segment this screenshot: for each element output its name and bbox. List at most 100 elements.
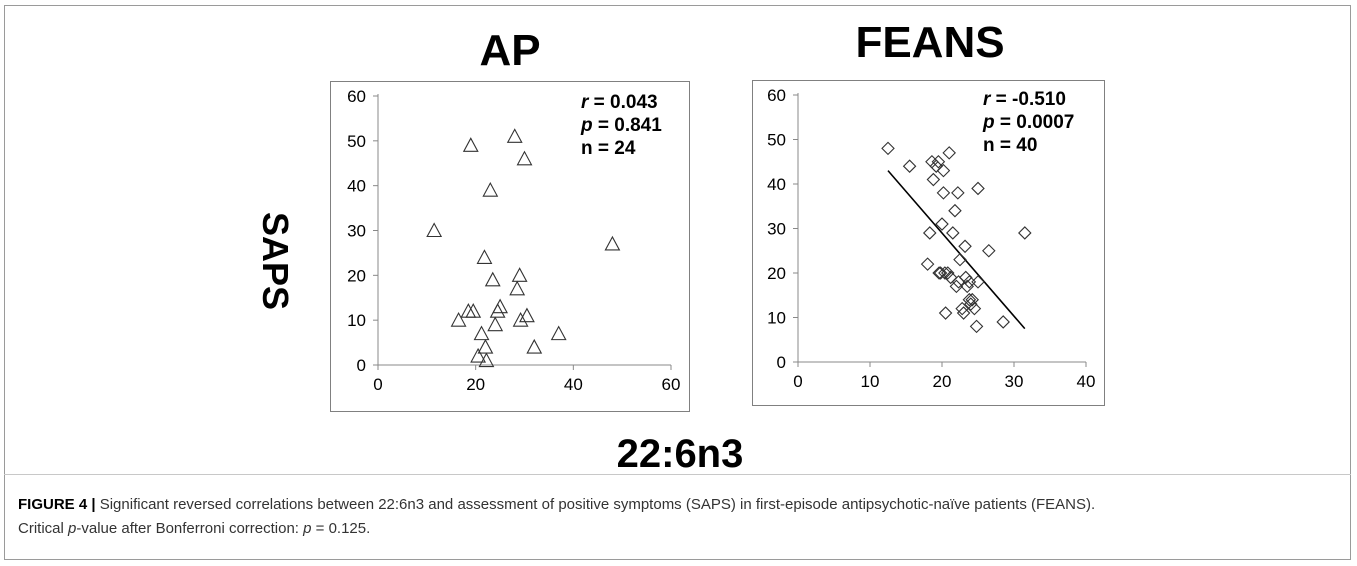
figure-caption: FIGURE 4 | Significant reversed correlat… — [18, 493, 1338, 541]
feans-r-stat-value: = -0.510 — [990, 89, 1066, 110]
ap-n-stat-value: n = 24 — [581, 138, 636, 159]
feans-trendline — [887, 170, 1026, 330]
ap-y-tick-label: 40 — [347, 177, 366, 196]
feans-data-point — [920, 257, 935, 271]
figure-frame — [4, 5, 1351, 560]
feans-data-point — [958, 239, 972, 254]
panel-title-ap: AP — [479, 26, 541, 75]
ap-data-point — [526, 338, 543, 354]
feans-data-point — [969, 319, 984, 334]
ap-data-point — [506, 128, 523, 143]
feans-x-tick-label: 30 — [1005, 372, 1024, 391]
ap-data-point — [516, 150, 533, 166]
feans-p-stat-symbol: p — [982, 112, 995, 133]
ap-data-point — [487, 316, 504, 332]
feans-r-stat-symbol: r — [983, 89, 992, 110]
feans-data-point — [960, 279, 974, 294]
ap-data-point — [604, 235, 621, 251]
ap-data-point — [462, 137, 479, 152]
feans-data-point — [881, 141, 895, 156]
caption-divider — [4, 474, 1351, 475]
feans-data-point — [929, 159, 944, 173]
ap-y-tick-label: 0 — [357, 356, 366, 375]
feans-data-point — [938, 266, 952, 280]
feans-y-tick-label: 50 — [767, 131, 786, 150]
feans-data-point — [936, 186, 951, 200]
feans-p-stat: p = 0.0007 — [982, 112, 1074, 133]
feans-x-tick-label: 40 — [1077, 372, 1096, 391]
ap-x-tick-label: 60 — [662, 375, 681, 394]
feans-data-point — [964, 297, 978, 311]
ap-data-point — [426, 222, 443, 238]
feans-y-tick-label: 0 — [777, 353, 786, 372]
feans-data-point — [942, 146, 956, 160]
feans-data-point — [953, 252, 967, 267]
feans-data-point — [933, 266, 948, 280]
feans-data-point — [922, 226, 937, 240]
ap-data-point — [482, 181, 499, 197]
feans-data-point — [938, 306, 953, 320]
ap-data-point — [509, 280, 526, 296]
feans-data-point — [962, 292, 977, 307]
ap-r-stat-symbol: r — [581, 92, 590, 113]
feans-data-point — [935, 217, 949, 231]
feans-data-point — [967, 301, 982, 316]
feans-y-tick-label: 40 — [767, 175, 786, 194]
ap-data-point — [519, 307, 535, 323]
ap-r-stat-value: = 0.043 — [588, 92, 657, 113]
ap-data-point — [450, 312, 467, 327]
ap-data-point — [460, 303, 477, 318]
feans-data-point — [946, 226, 960, 240]
caption-line2-suffix: -value after Bonferroni correction: — [76, 520, 304, 537]
ap-data-point — [470, 347, 487, 363]
ap-y-tick-label: 30 — [347, 222, 366, 241]
feans-data-point — [965, 292, 980, 307]
feans-n-stat-value: n = 40 — [983, 135, 1037, 156]
caption-line2-prefix: Critical — [18, 520, 69, 537]
feans-p-stat-value: = 0.0007 — [995, 112, 1075, 133]
ap-y-tick-label: 60 — [347, 87, 366, 106]
x-axis-label: 22:6n3 — [616, 432, 744, 476]
caption-text: Significant reversed correlations betwee… — [99, 496, 1096, 513]
caption-line2-italic: p — [68, 520, 77, 537]
ap-data-point — [478, 352, 495, 368]
ap-y-tick-label: 50 — [347, 132, 366, 151]
feans-data-point — [949, 279, 964, 294]
feans-y-tick-label: 30 — [767, 220, 786, 239]
feans-data-point — [971, 181, 985, 196]
ap-p-stat-symbol: p — [580, 115, 593, 136]
ap-p-stat-value: = 0.841 — [593, 115, 663, 136]
feans-data-point — [956, 306, 971, 320]
feans-data-point — [936, 163, 951, 178]
feans-data-point — [940, 266, 955, 280]
feans-data-point — [982, 243, 996, 258]
ap-data-point — [550, 325, 567, 341]
ap-r-stat: r = 0.043 — [581, 92, 658, 113]
feans-data-point — [951, 275, 966, 289]
caption-line2-eq-italic: p — [303, 520, 312, 537]
ap-data-point — [473, 325, 490, 341]
feans-data-point — [955, 301, 969, 316]
feans-data-point — [948, 203, 962, 218]
y-axis-label: SAPS — [255, 212, 296, 311]
feans-data-point — [958, 270, 973, 285]
feans-y-tick-label: 60 — [767, 86, 786, 105]
feans-data-point — [902, 159, 917, 173]
ap-data-point — [465, 303, 482, 318]
feans-data-point — [1018, 226, 1032, 240]
ap-data-point — [512, 312, 529, 327]
feans-x-tick-label: 20 — [933, 372, 952, 391]
ap-data-point — [489, 303, 506, 318]
ap-y-tick-label: 10 — [347, 311, 366, 330]
ap-y-tick-label: 20 — [347, 266, 366, 285]
ap-data-point — [484, 271, 501, 287]
caption-label: FIGURE 4 | — [18, 496, 96, 513]
ap-data-point — [477, 338, 494, 354]
ap-n-stat: n = 24 — [581, 138, 636, 159]
ap-x-tick-label: 20 — [466, 375, 485, 394]
ap-data-point — [476, 249, 493, 264]
feans-x-tick-label: 10 — [861, 372, 880, 391]
feans-n-stat: n = 40 — [983, 135, 1037, 156]
ap-p-stat: p = 0.841 — [580, 115, 662, 136]
